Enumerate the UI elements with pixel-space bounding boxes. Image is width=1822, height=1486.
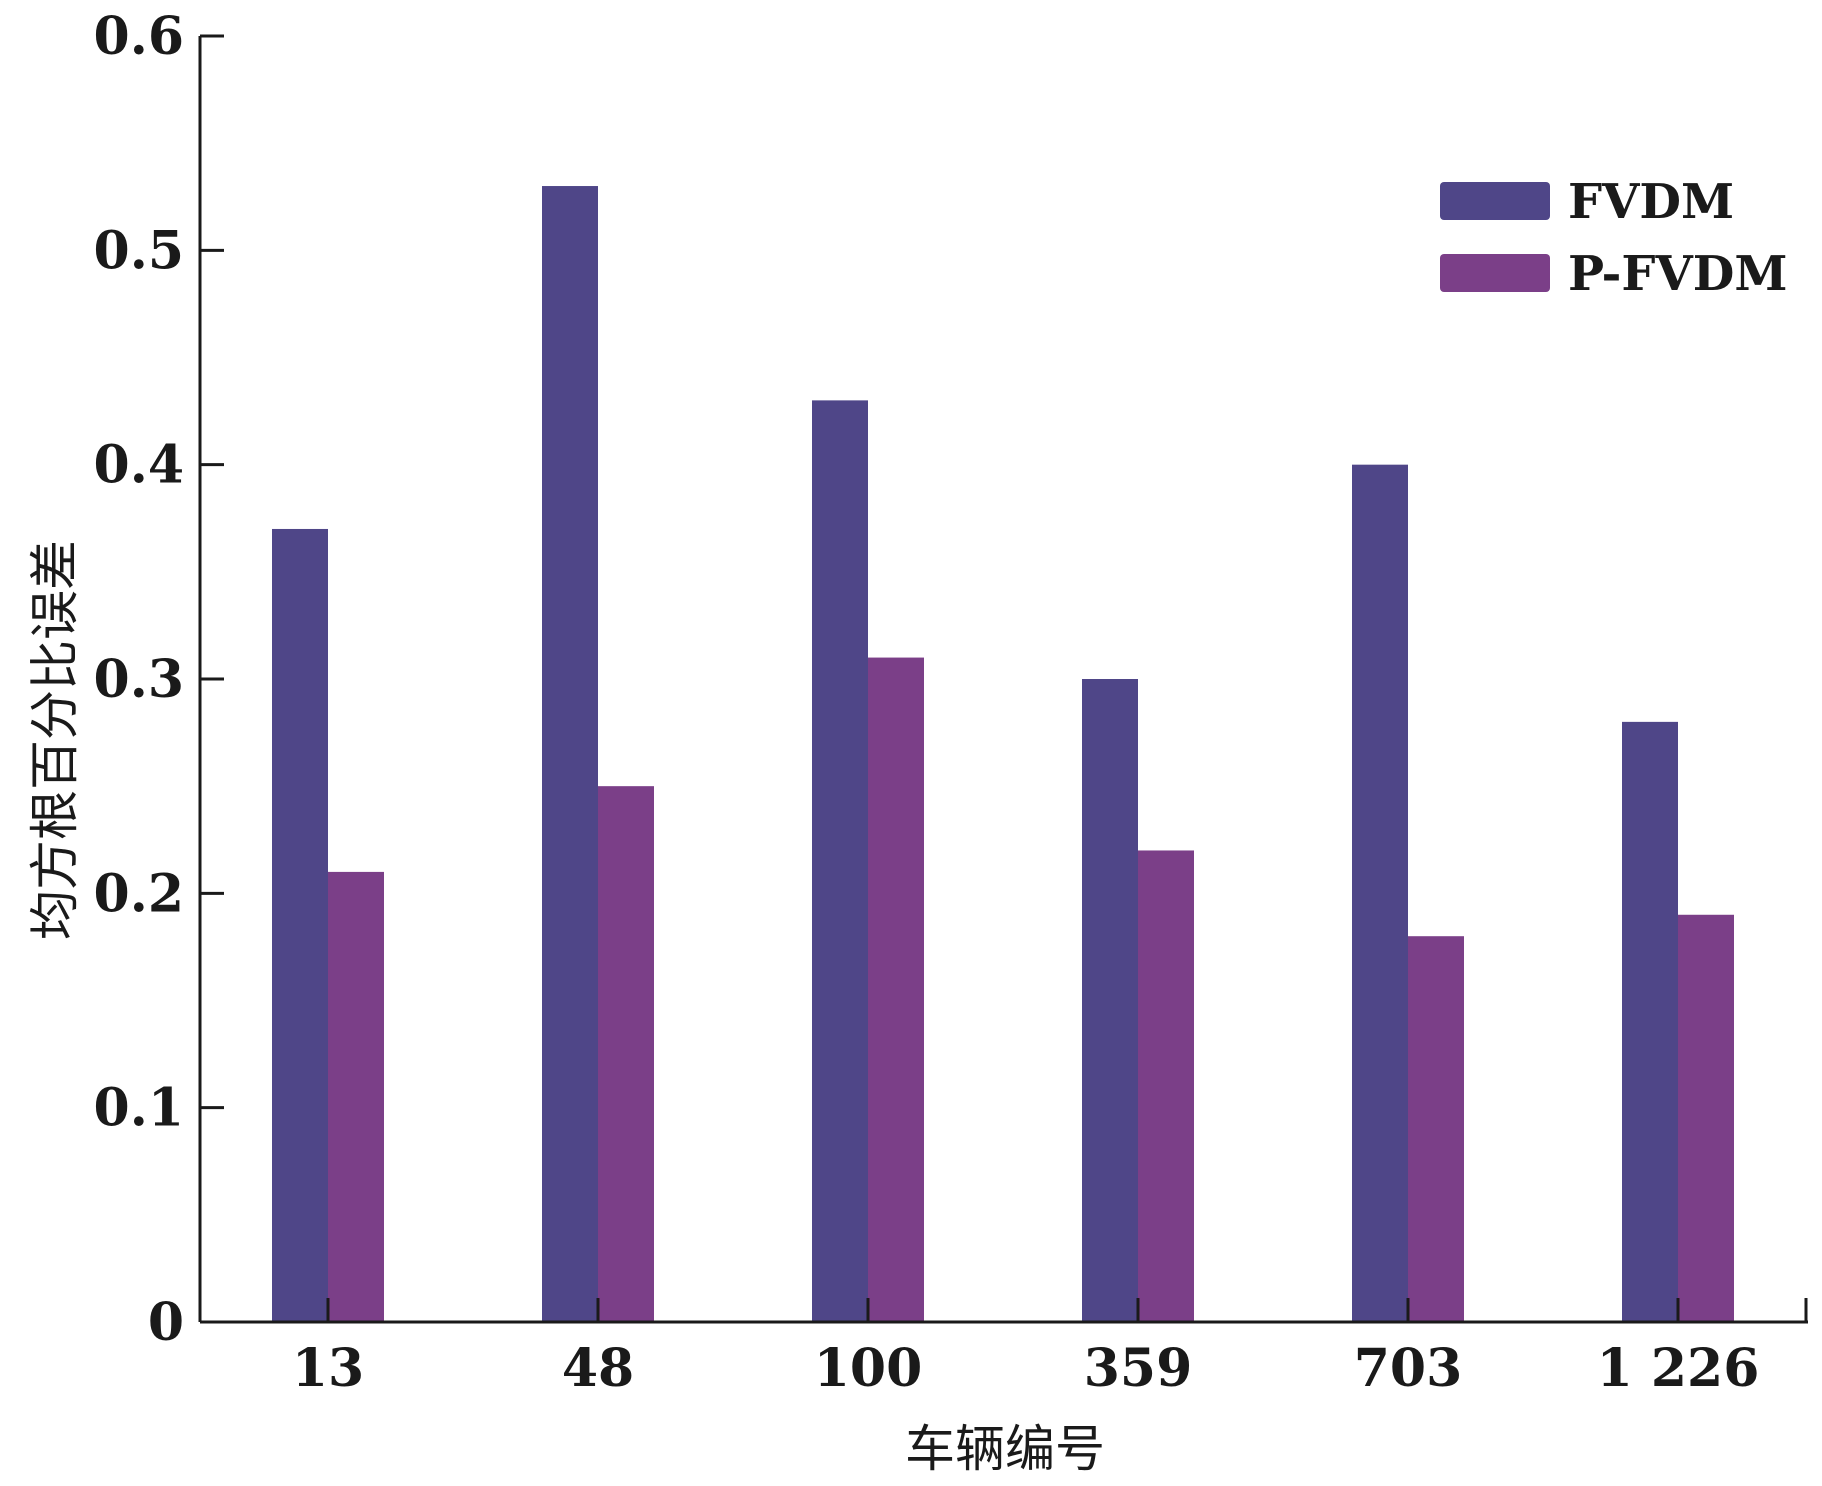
y-tick-label: 0.2 xyxy=(94,863,184,924)
bar-p-fvdm-703 xyxy=(1408,936,1464,1322)
y-tick-label: 0.3 xyxy=(94,649,184,710)
x-tick-label: 1 226 xyxy=(1597,1338,1760,1399)
legend: FVDM P-FVDM xyxy=(1440,174,1787,302)
legend-swatch-fvdm xyxy=(1440,182,1550,220)
bar-fvdm-359 xyxy=(1082,679,1138,1322)
legend-label-p-fvdm: P-FVDM xyxy=(1568,246,1787,302)
bar-fvdm-100 xyxy=(812,400,868,1322)
x-ticks-group: 13 48 100 359 703 1 226 xyxy=(292,1298,1808,1399)
x-axis-title: 车辆编号 xyxy=(905,1420,1105,1478)
bars-group xyxy=(272,186,1734,1323)
x-tick-label: 13 xyxy=(292,1338,364,1399)
y-tick-label: 0.6 xyxy=(94,6,184,67)
bar-fvdm-13 xyxy=(272,528,328,1322)
bar-p-fvdm-359 xyxy=(1138,850,1194,1322)
x-tick-label: 48 xyxy=(562,1338,634,1399)
y-tick-label: 0.5 xyxy=(94,220,184,281)
bar-fvdm-1226 xyxy=(1622,721,1678,1322)
y-ticks-group: 0 0.1 0.2 0.3 0.4 0.5 0.6 xyxy=(94,6,224,1353)
x-tick-label: 100 xyxy=(814,1338,923,1399)
y-axis-title: 均方根百分比误差 xyxy=(26,540,84,940)
axes-group xyxy=(198,36,1808,1324)
y-tick-label: 0 xyxy=(148,1292,184,1353)
bar-p-fvdm-48 xyxy=(598,786,654,1322)
bar-p-fvdm-1226 xyxy=(1678,914,1734,1322)
legend-label-fvdm: FVDM xyxy=(1568,174,1734,230)
y-tick-label: 0.4 xyxy=(94,435,184,496)
legend-swatch-p-fvdm xyxy=(1440,254,1550,292)
bar-p-fvdm-13 xyxy=(328,871,384,1322)
x-tick-label: 703 xyxy=(1354,1338,1463,1399)
bar-fvdm-703 xyxy=(1352,464,1408,1323)
x-tick-label: 359 xyxy=(1084,1338,1193,1399)
bar-fvdm-48 xyxy=(542,186,598,1323)
y-tick-label: 0.1 xyxy=(94,1078,184,1139)
bar-p-fvdm-100 xyxy=(868,657,924,1322)
